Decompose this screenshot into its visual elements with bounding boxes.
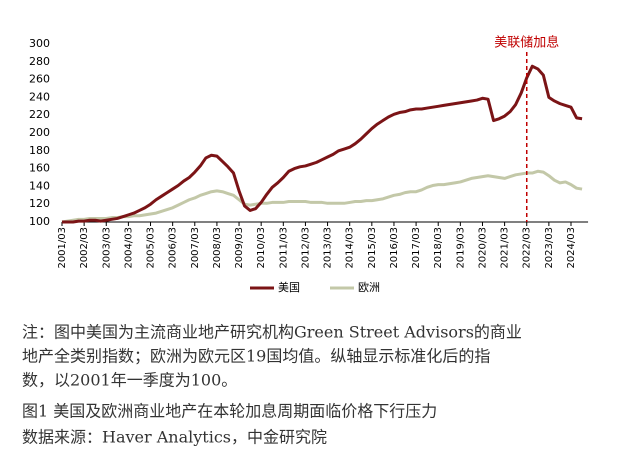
note-line: 数，以2001年一季度为100。	[22, 371, 237, 390]
y-tick-label: 120	[29, 197, 50, 210]
x-tick-label: 2004/03	[123, 227, 134, 269]
y-tick-label: 240	[29, 90, 50, 103]
x-tick-label: 2006/03	[168, 227, 179, 269]
x-tick-label: 2019/03	[455, 227, 466, 269]
x-tick-label: 2013/03	[323, 227, 334, 269]
x-tick-label: 2014/03	[345, 227, 356, 269]
x-tick-label: 2021/03	[500, 227, 511, 269]
x-tick-label: 2003/03	[101, 227, 112, 269]
y-tick-label: 160	[29, 162, 50, 175]
legend-label: 欧洲	[358, 281, 380, 294]
x-tick-label: 2020/03	[477, 227, 488, 269]
note-line: 地产全类别指数；欧洲为欧元区19国均值。纵轴显示标准化后的指	[22, 347, 490, 366]
x-tick-label: 2010/03	[256, 227, 267, 269]
series-line	[61, 169, 583, 224]
series-line	[62, 64, 583, 224]
y-tick-label: 280	[29, 55, 50, 68]
y-tick-label: 100	[29, 215, 50, 228]
x-tick-label: 2009/03	[234, 227, 245, 269]
x-tick-label: 2018/03	[433, 227, 444, 269]
note-line: 注：图中美国为主流商业地产研究机构Green Street Advisors的商…	[22, 323, 522, 342]
y-tick-label: 300	[29, 37, 50, 50]
x-tick-label: 2005/03	[146, 227, 157, 269]
y-tick-label: 200	[29, 126, 50, 139]
y-tick-label: 140	[29, 179, 50, 192]
x-tick-label: 2016/03	[389, 227, 400, 269]
annotation-text: 美联储加息	[494, 35, 559, 51]
y-tick-label: 260	[29, 73, 50, 86]
x-tick-label: 2012/03	[300, 227, 311, 269]
y-tick-label: 220	[29, 108, 50, 121]
source: 数据来源：Haver Analytics，中金研究院	[22, 428, 327, 447]
x-tick-label: 2017/03	[411, 227, 422, 269]
x-tick-label: 2022/03	[522, 227, 533, 269]
x-tick-label: 2001/03	[57, 227, 68, 269]
x-tick-label: 2015/03	[367, 227, 378, 269]
y-tick-label: 180	[29, 144, 50, 157]
x-tick-label: 2011/03	[278, 227, 289, 269]
x-tick-label: 2024/03	[566, 227, 577, 269]
caption: 图1 美国及欧洲商业地产在本轮加息周期面临价格下行压力	[22, 402, 437, 421]
legend-label: 美国	[278, 281, 300, 294]
x-tick-label: 2023/03	[544, 227, 555, 269]
x-tick-label: 2008/03	[212, 227, 223, 269]
x-tick-label: 2007/03	[190, 227, 201, 269]
x-tick-label: 2002/03	[79, 227, 90, 269]
